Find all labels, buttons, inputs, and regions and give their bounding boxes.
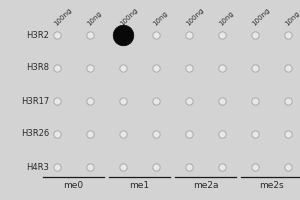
Text: H3R8: H3R8 — [26, 64, 49, 72]
Point — [154, 66, 158, 70]
Text: H3R26: H3R26 — [21, 130, 49, 138]
Point — [55, 33, 59, 37]
Point — [55, 132, 59, 136]
Point — [121, 99, 125, 103]
Point — [154, 33, 158, 37]
Text: 100ng: 100ng — [119, 7, 139, 27]
Point — [88, 33, 92, 37]
Point — [121, 33, 125, 37]
Point — [253, 66, 257, 70]
Text: H4R3: H4R3 — [26, 162, 49, 171]
Text: 10ng: 10ng — [86, 10, 103, 27]
Point — [121, 165, 125, 169]
Point — [88, 99, 92, 103]
Point — [187, 33, 191, 37]
Text: 100ng: 100ng — [185, 7, 205, 27]
Point — [286, 66, 290, 70]
Text: H3R17: H3R17 — [21, 97, 49, 106]
Point — [55, 66, 59, 70]
Point — [253, 99, 257, 103]
Point — [286, 132, 290, 136]
Point — [55, 165, 59, 169]
Point — [187, 165, 191, 169]
Point — [187, 66, 191, 70]
Point — [286, 33, 290, 37]
Text: 100ng: 100ng — [251, 7, 271, 27]
Point — [286, 99, 290, 103]
Text: me2s: me2s — [259, 181, 284, 190]
Text: 10ng: 10ng — [218, 10, 235, 27]
Point — [121, 132, 125, 136]
Point — [253, 33, 257, 37]
Point — [253, 132, 257, 136]
Point — [154, 165, 158, 169]
Point — [286, 165, 290, 169]
Point — [220, 132, 224, 136]
Text: H3R2: H3R2 — [26, 30, 49, 40]
Point — [187, 132, 191, 136]
Text: me2a: me2a — [193, 181, 218, 190]
Text: me1: me1 — [129, 181, 150, 190]
Point — [220, 99, 224, 103]
Text: me0: me0 — [63, 181, 84, 190]
Point — [154, 132, 158, 136]
Point — [121, 66, 125, 70]
Point — [88, 66, 92, 70]
Point — [220, 66, 224, 70]
Text: 10ng: 10ng — [152, 10, 169, 27]
Point — [220, 165, 224, 169]
Point — [154, 99, 158, 103]
Point — [88, 132, 92, 136]
Point — [88, 165, 92, 169]
Point — [253, 165, 257, 169]
Text: 10ng: 10ng — [284, 10, 300, 27]
Point — [187, 99, 191, 103]
Text: 100ng: 100ng — [53, 7, 73, 27]
Point — [220, 33, 224, 37]
Point — [55, 99, 59, 103]
